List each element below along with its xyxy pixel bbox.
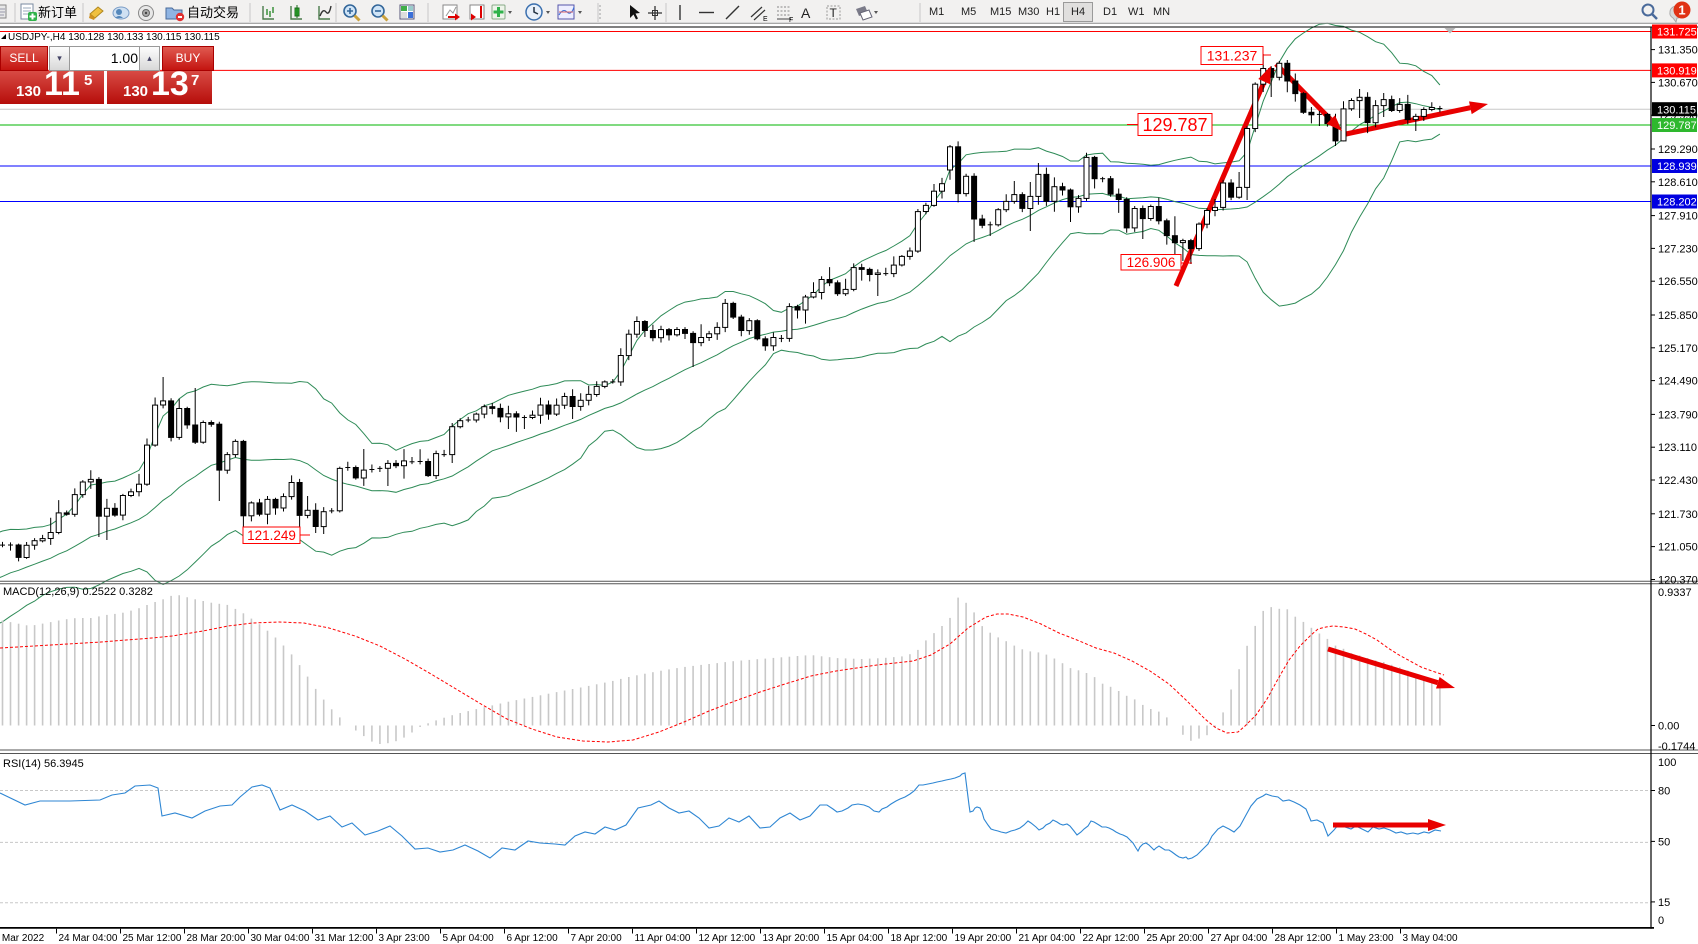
svg-text:129.787: 129.787: [1142, 115, 1207, 135]
svg-text:25 Apr 20:00: 25 Apr 20:00: [1147, 933, 1204, 944]
svg-text:126.550: 126.550: [1658, 276, 1698, 288]
svg-text:22 Apr 12:00: 22 Apr 12:00: [1083, 933, 1140, 944]
svg-text:28 Apr 12:00: 28 Apr 12:00: [1275, 933, 1332, 944]
svg-text:21 Apr 04:00: 21 Apr 04:00: [1019, 933, 1076, 944]
svg-text:7 Apr 20:00: 7 Apr 20:00: [571, 933, 623, 944]
svg-text:127.230: 127.230: [1658, 243, 1698, 255]
svg-text:E: E: [763, 16, 768, 23]
svg-text:80: 80: [1658, 786, 1670, 798]
svg-text:F: F: [789, 17, 793, 24]
svg-text:1: 1: [1678, 3, 1685, 18]
svg-text:新订单: 新订单: [38, 5, 77, 20]
svg-text:13 Apr 20:00: 13 Apr 20:00: [763, 933, 820, 944]
svg-text:127.910: 127.910: [1658, 211, 1698, 223]
svg-text:15: 15: [1658, 897, 1670, 909]
svg-text:122.430: 122.430: [1658, 475, 1698, 487]
svg-text:12 Apr 12:00: 12 Apr 12:00: [699, 933, 756, 944]
svg-text:RSI(14) 56.3945: RSI(14) 56.3945: [3, 758, 84, 770]
svg-text:121.050: 121.050: [1658, 542, 1698, 554]
svg-text:129.787: 129.787: [1657, 120, 1697, 132]
svg-text:128.939: 128.939: [1657, 161, 1697, 173]
svg-text:124.490: 124.490: [1658, 376, 1698, 388]
svg-text:50: 50: [1658, 836, 1670, 848]
svg-text:15 Apr 04:00: 15 Apr 04:00: [827, 933, 884, 944]
svg-text:121.249: 121.249: [247, 528, 296, 543]
svg-text:123.790: 123.790: [1658, 409, 1698, 421]
svg-text:129.290: 129.290: [1658, 144, 1698, 156]
svg-text:128.610: 128.610: [1658, 177, 1698, 189]
svg-text:A: A: [801, 5, 811, 21]
svg-text:125.170: 125.170: [1658, 343, 1698, 355]
svg-text:3 Apr 23:00: 3 Apr 23:00: [379, 933, 431, 944]
svg-text:121.730: 121.730: [1658, 509, 1698, 521]
svg-text:-0.1744: -0.1744: [1658, 741, 1695, 753]
svg-text:USDJPY-,H4 130.128 130.133 13: USDJPY-,H4 130.128 130.133 130.115 130.1…: [8, 32, 220, 43]
svg-text:130.670: 130.670: [1658, 77, 1698, 89]
svg-text:30 Mar 04:00: 30 Mar 04:00: [251, 933, 310, 944]
svg-text:131.237: 131.237: [1207, 48, 1258, 64]
svg-text:25 Mar 12:00: 25 Mar 12:00: [123, 933, 182, 944]
svg-text:126.906: 126.906: [1127, 255, 1176, 270]
svg-text:3 May 04:00: 3 May 04:00: [1403, 933, 1458, 944]
svg-text:123.110: 123.110: [1658, 442, 1697, 454]
svg-text:128.202: 128.202: [1657, 197, 1697, 209]
svg-text:27 Apr 04:00: 27 Apr 04:00: [1211, 933, 1268, 944]
svg-text:120.370: 120.370: [1658, 575, 1698, 587]
svg-text:0: 0: [1658, 915, 1664, 927]
svg-text:1 May 23:00: 1 May 23:00: [1339, 933, 1394, 944]
svg-text:31 Mar 12:00: 31 Mar 12:00: [315, 933, 374, 944]
svg-text:131.350: 131.350: [1658, 45, 1698, 57]
svg-text:19 Apr 20:00: 19 Apr 20:00: [955, 933, 1012, 944]
svg-text:0.00: 0.00: [1658, 721, 1679, 733]
svg-text:5 Apr 04:00: 5 Apr 04:00: [443, 933, 495, 944]
svg-text:131.725: 131.725: [1657, 27, 1697, 39]
svg-text:MACD(12,26,9) 0.2522 0.3282: MACD(12,26,9) 0.2522 0.3282: [3, 586, 153, 598]
svg-text:18 Apr 12:00: 18 Apr 12:00: [891, 933, 948, 944]
svg-text:28 Mar 20:00: 28 Mar 20:00: [187, 933, 246, 944]
svg-text:T: T: [830, 6, 838, 20]
svg-text:130.115: 130.115: [1657, 104, 1696, 116]
svg-text:23 Mar 2022: 23 Mar 2022: [0, 933, 45, 944]
svg-text:24 Mar 04:00: 24 Mar 04:00: [59, 933, 118, 944]
svg-text:130.919: 130.919: [1657, 66, 1697, 78]
svg-text:100: 100: [1658, 757, 1676, 769]
svg-text:自动交易: 自动交易: [187, 5, 239, 20]
svg-text:6 Apr 12:00: 6 Apr 12:00: [507, 933, 559, 944]
svg-text:125.850: 125.850: [1658, 310, 1698, 322]
svg-text:0.9337: 0.9337: [1658, 587, 1692, 599]
svg-text:11 Apr 04:00: 11 Apr 04:00: [635, 933, 691, 944]
